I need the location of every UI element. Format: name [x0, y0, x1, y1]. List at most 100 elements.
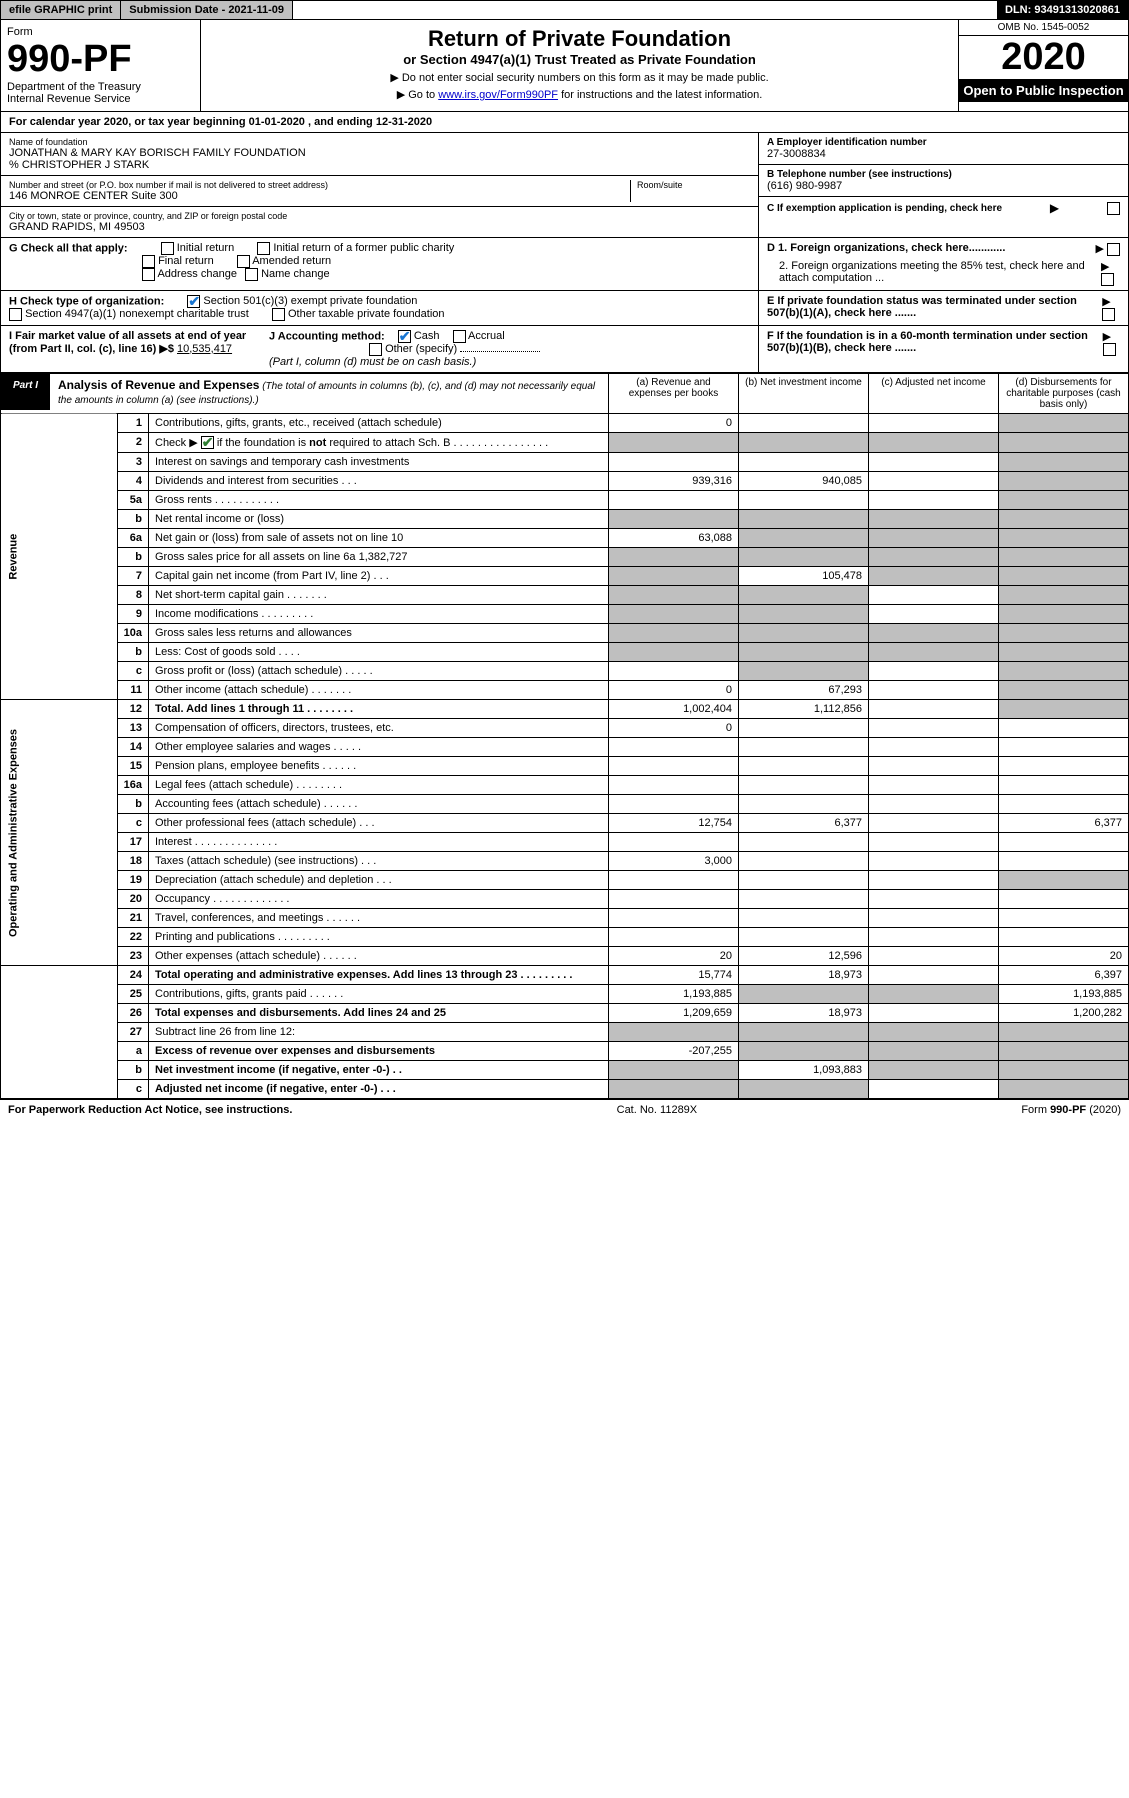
row-number: c	[117, 1080, 148, 1099]
row-number: 19	[117, 871, 148, 890]
cell-d	[999, 700, 1129, 719]
d-cell: D 1. Foreign organizations, check here..…	[758, 238, 1128, 290]
row-number: b	[117, 1061, 148, 1080]
j-accrual-checkbox[interactable]	[453, 330, 466, 343]
cell-a	[609, 909, 739, 928]
table-row: 3Interest on savings and temporary cash …	[1, 453, 1129, 472]
cell-d	[999, 643, 1129, 662]
j-cash-checkbox[interactable]	[398, 330, 411, 343]
e-checkbox[interactable]	[1102, 308, 1115, 321]
row-number: 27	[117, 1023, 148, 1042]
irs-link[interactable]: www.irs.gov/Form990PF	[438, 89, 558, 101]
cell-d	[999, 909, 1129, 928]
info-left: Name of foundation JONATHAN & MARY KAY B…	[1, 133, 758, 237]
cell-d	[999, 453, 1129, 472]
h-other-checkbox[interactable]	[272, 308, 285, 321]
table-row: 4Dividends and interest from securities …	[1, 472, 1129, 491]
cell-c	[869, 871, 999, 890]
row-number: 14	[117, 738, 148, 757]
cell-a	[609, 1023, 739, 1042]
e-cell: E If private foundation status was termi…	[758, 291, 1128, 325]
note2-post: for instructions and the latest informat…	[558, 89, 762, 101]
cell-a	[609, 605, 739, 624]
h-row: H Check type of organization: Section 50…	[1, 291, 1128, 326]
form-header: Form 990-PF Department of the Treasury I…	[0, 20, 1129, 112]
row-number: a	[117, 1042, 148, 1061]
f-label: F If the foundation is in a 60-month ter…	[767, 330, 1103, 368]
j-other: Other (specify)	[385, 343, 457, 355]
row-number: 18	[117, 852, 148, 871]
cell-d	[999, 510, 1129, 529]
ein-label: A Employer identification number	[767, 137, 1120, 148]
cell-c	[869, 700, 999, 719]
cell-a	[609, 548, 739, 567]
cell-c	[869, 738, 999, 757]
table-row: Revenue1Contributions, gifts, grants, et…	[1, 413, 1129, 432]
row-label: Pension plans, employee benefits . . . .…	[149, 757, 609, 776]
cell-d	[999, 681, 1129, 700]
cell-b	[739, 985, 869, 1004]
cell-b	[739, 453, 869, 472]
cell-c	[869, 643, 999, 662]
table-row: aExcess of revenue over expenses and dis…	[1, 1042, 1129, 1061]
g-amended-checkbox[interactable]	[237, 255, 250, 268]
row-number: b	[117, 795, 148, 814]
j-other-line	[460, 351, 540, 352]
table-row: 7Capital gain net income (from Part IV, …	[1, 567, 1129, 586]
cell-b	[739, 624, 869, 643]
table-row: 8Net short-term capital gain . . . . . .…	[1, 586, 1129, 605]
g-final-checkbox[interactable]	[142, 255, 155, 268]
blank-side	[1, 966, 118, 1099]
h-501c3-checkbox[interactable]	[187, 295, 200, 308]
g-initial-checkbox[interactable]	[161, 242, 174, 255]
cell-b: 18,973	[739, 1004, 869, 1023]
d2-checkbox[interactable]	[1101, 273, 1114, 286]
row-number: 7	[117, 567, 148, 586]
sch-b-checkbox[interactable]	[201, 436, 214, 449]
c-checkbox[interactable]	[1107, 202, 1120, 215]
g-address-checkbox[interactable]	[142, 268, 155, 281]
name-label: Name of foundation	[9, 137, 750, 147]
cell-b	[739, 1042, 869, 1061]
cell-c	[869, 833, 999, 852]
table-row: 10aGross sales less returns and allowanc…	[1, 624, 1129, 643]
h-4947-checkbox[interactable]	[9, 308, 22, 321]
row-number: 16a	[117, 776, 148, 795]
row-label: Accounting fees (attach schedule) . . . …	[149, 795, 609, 814]
cell-a	[609, 795, 739, 814]
cell-b	[739, 871, 869, 890]
part1-header-row: Part I Analysis of Revenue and Expenses …	[1, 373, 1129, 413]
cell-a: 12,754	[609, 814, 739, 833]
g-name-checkbox[interactable]	[245, 268, 258, 281]
cell-c	[869, 909, 999, 928]
cell-c	[869, 548, 999, 567]
d1-checkbox[interactable]	[1107, 243, 1120, 256]
cell-c	[869, 757, 999, 776]
g-initial-former-checkbox[interactable]	[257, 242, 270, 255]
cell-a: 15,774	[609, 966, 739, 985]
calyear-end: 12-31-2020	[376, 116, 432, 128]
j-other-checkbox[interactable]	[369, 343, 382, 356]
row-label: Legal fees (attach schedule) . . . . . .…	[149, 776, 609, 795]
row-number: c	[117, 662, 148, 681]
calyear-pre: For calendar year 2020, or tax year begi…	[9, 116, 249, 128]
row-number: 9	[117, 605, 148, 624]
note2-pre: ▶ Go to	[397, 89, 438, 101]
cell-c	[869, 567, 999, 586]
cell-d	[999, 472, 1129, 491]
cell-d	[999, 1061, 1129, 1080]
g-opt4: Address change	[157, 268, 237, 280]
cell-d: 1,200,282	[999, 1004, 1129, 1023]
row-number: 20	[117, 890, 148, 909]
table-row: 11Other income (attach schedule) . . . .…	[1, 681, 1129, 700]
cell-c	[869, 681, 999, 700]
row-label: Income modifications . . . . . . . . .	[149, 605, 609, 624]
row-label: Gross sales price for all assets on line…	[149, 548, 609, 567]
c-label: C If exemption application is pending, c…	[767, 203, 1002, 214]
cell-c	[869, 662, 999, 681]
f-checkbox[interactable]	[1103, 343, 1116, 356]
table-row: 9Income modifications . . . . . . . . .	[1, 605, 1129, 624]
cell-b	[739, 413, 869, 432]
cell-d	[999, 548, 1129, 567]
row-number: 13	[117, 719, 148, 738]
